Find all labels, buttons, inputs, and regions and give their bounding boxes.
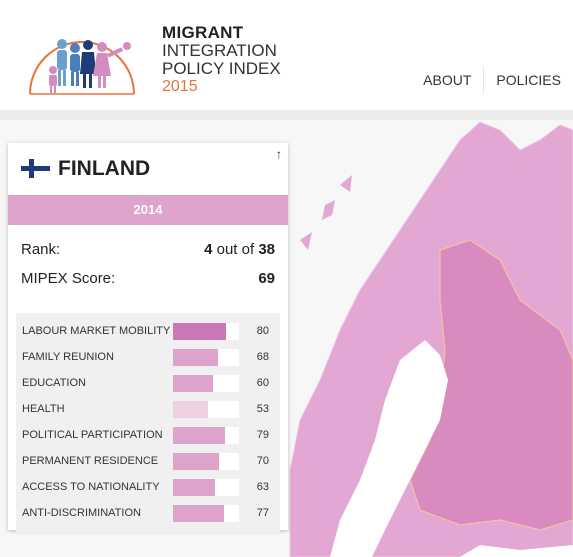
logo-people-icon[interactable] — [27, 12, 137, 98]
score-row: MIPEX Score: 69 — [21, 264, 275, 293]
policy-row[interactable]: EDUCATION 60 — [16, 370, 280, 396]
map-water-gulf — [330, 340, 448, 557]
stats: Rank: 4 out of 38 MIPEX Score: 69 — [8, 225, 288, 299]
policy-bar-fill — [173, 478, 215, 496]
policy-value: 79 — [256, 429, 269, 441]
logo-line-2: INTEGRATION — [162, 41, 277, 60]
country-name: FINLAND — [58, 157, 151, 180]
policy-bar-track — [173, 400, 239, 418]
finland-flag-icon — [21, 159, 50, 178]
year-bar: 2014 — [8, 195, 288, 225]
policy-bar-fill — [173, 374, 213, 392]
nav-about[interactable]: ABOUT — [423, 72, 472, 88]
rank-row: Rank: 4 out of 38 — [21, 235, 275, 264]
logo-year: 2015 — [162, 78, 198, 95]
score-label: MIPEX Score: — [21, 270, 116, 287]
score-value: 69 — [258, 270, 275, 287]
policy-row[interactable]: ACCESS TO NATIONALITY 63 — [16, 474, 280, 500]
policy-label: POLITICAL PARTICIPATION — [22, 429, 163, 441]
policy-bar-track — [173, 374, 239, 392]
policy-bar-track — [173, 478, 239, 496]
main-nav: ABOUT POLICIES — [411, 66, 573, 94]
rank-total: 38 — [258, 241, 275, 258]
card-header: FINLAND ↑ — [8, 143, 288, 195]
policy-bar-fill — [173, 400, 208, 418]
header: MIGRANT INTEGRATION POLICY INDEX 2015 AB… — [0, 0, 573, 110]
policy-bar-fill — [173, 452, 220, 470]
country-card: FINLAND ↑ 2014 Rank: 4 out of 38 MIPEX S… — [8, 143, 288, 532]
nav-policies[interactable]: POLICIES — [483, 66, 573, 94]
policy-bar-fill — [173, 426, 226, 444]
policy-bar-fill — [173, 348, 218, 366]
policy-row[interactable]: LABOUR MARKET MOBILITY 80 — [16, 318, 280, 344]
rank-number: 4 — [204, 241, 213, 258]
policy-bar-track — [173, 322, 239, 340]
header-divider — [0, 110, 573, 120]
policy-label: HEALTH — [22, 403, 65, 415]
rank-label: Rank: — [21, 241, 61, 258]
policy-label: PERMANENT RESIDENCE — [22, 455, 159, 467]
policy-bar-track — [173, 348, 239, 366]
arrow-up-icon[interactable]: ↑ — [276, 147, 282, 161]
logo-line-3: POLICY INDEX — [162, 59, 281, 78]
policy-value: 60 — [256, 377, 269, 389]
logo-line-1: MIGRANT — [162, 23, 244, 42]
policy-bar-track — [173, 452, 239, 470]
policy-row[interactable]: HEALTH 53 — [16, 396, 280, 422]
policy-label: ACCESS TO NATIONALITY — [22, 481, 160, 493]
policy-bar-fill — [173, 322, 226, 340]
policy-row[interactable]: POLITICAL PARTICIPATION 79 — [16, 422, 280, 448]
policy-value: 77 — [256, 507, 269, 519]
policy-value: 80 — [256, 325, 269, 337]
policy-value: 53 — [256, 403, 269, 415]
rank-of: out of — [216, 241, 255, 258]
policy-row[interactable]: FAMILY REUNION 68 — [16, 344, 280, 370]
policy-row[interactable]: PERMANENT RESIDENCE 70 — [16, 448, 280, 474]
policy-value: 68 — [256, 351, 269, 363]
policy-label: LABOUR MARKET MOBILITY — [22, 325, 171, 337]
policy-value: 70 — [256, 455, 269, 467]
policy-bar-track — [173, 426, 239, 444]
policy-label: EDUCATION — [22, 377, 86, 389]
policy-area-list: LABOUR MARKET MOBILITY 80 FAMILY REUNION… — [16, 313, 280, 532]
policy-label: FAMILY REUNION — [22, 351, 114, 363]
policy-bar-fill — [173, 504, 224, 522]
policy-value: 63 — [256, 481, 269, 493]
logo-wordmark[interactable]: MIGRANT INTEGRATION POLICY INDEX 2015 — [162, 24, 281, 96]
policy-label: ANTI-DISCRIMINATION — [22, 507, 141, 519]
policy-row[interactable]: ANTI-DISCRIMINATION 77 — [16, 500, 280, 526]
policy-bar-track — [173, 504, 239, 522]
rank-value: 4 out of 38 — [204, 235, 275, 264]
